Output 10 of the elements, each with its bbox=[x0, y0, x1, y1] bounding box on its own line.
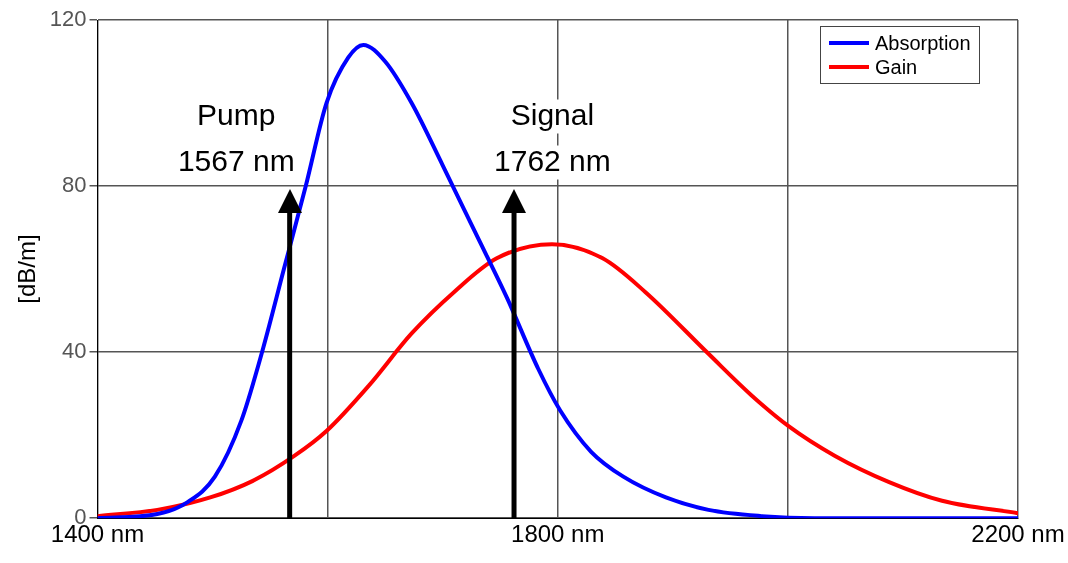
ref-line-label: Pump 1567 nm bbox=[177, 98, 295, 178]
legend-label: Absorption bbox=[875, 31, 971, 55]
ref-line-label: Signal 1762 nm bbox=[494, 98, 611, 178]
x-tick-label: 2200 nm bbox=[971, 520, 1065, 548]
x-tick-label: 1800 nm bbox=[511, 520, 605, 548]
y-tick-label: 120 bbox=[49, 6, 87, 32]
legend-label: Gain bbox=[875, 55, 918, 79]
y-axis-title: [dB/m] bbox=[13, 234, 41, 304]
y-tick-label: 80 bbox=[62, 172, 87, 198]
y-tick-label: 40 bbox=[62, 338, 87, 364]
